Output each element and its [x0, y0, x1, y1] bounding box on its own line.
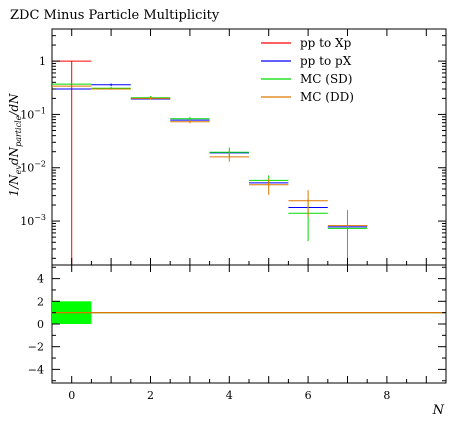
legend-label-1: pp to pX [300, 54, 352, 68]
ratio-tick-label-4: −4 [28, 363, 44, 376]
y-tick-label-base: 10 [20, 162, 34, 175]
x-tick-label-4: 8 [383, 389, 390, 402]
chart-title: ZDC Minus Particle Multiplicity [10, 8, 220, 23]
legend-label-2: MC (SD) [300, 72, 353, 86]
y-tick-label-exponent: −3 [34, 213, 46, 222]
y-tick-label-base: 10 [20, 215, 34, 228]
y-tick-label-exponent: −2 [34, 160, 46, 169]
y-axis-label-sub-particle: particle [14, 115, 23, 147]
y-tick-label-0: 1 [39, 55, 46, 68]
x-tick-label-3: 6 [305, 389, 312, 402]
legend-label-3: MC (DD) [300, 90, 354, 104]
y-axis-label-main: 1/N [7, 174, 21, 197]
ratio-tick-label-0: 4 [37, 273, 44, 286]
main-plot-area [52, 60, 368, 265]
ratio-tick-label-2: 0 [37, 318, 44, 331]
ratio-plot-frame [51, 264, 447, 384]
y-tick-label-3: 10−3 [20, 213, 46, 228]
y-axis-label-tail: /dN [7, 93, 21, 117]
ratio-tick-label-3: −2 [28, 341, 44, 354]
x-axis-label: N [432, 403, 445, 418]
y-axis-label-sub-ev: ev [14, 165, 23, 175]
x-tick-label-0: 0 [68, 389, 75, 402]
x-tick-label-1: 2 [147, 389, 154, 402]
main-plot-frame [51, 28, 447, 266]
y-tick-label-1: 10−1 [20, 106, 46, 121]
x-tick-label-2: 4 [226, 389, 233, 402]
y-tick-label-exponent: −1 [34, 106, 46, 115]
y-axis-label: 1/NevdNparticle/dN [7, 93, 23, 197]
ratio-tick-label-1: 2 [37, 295, 44, 308]
y-tick-label-base: 10 [20, 108, 34, 121]
y-tick-label-base: 1 [39, 55, 46, 68]
legend-label-0: pp to Xp [300, 36, 352, 50]
y-tick-label-2: 10−2 [20, 160, 46, 175]
legend: pp to Xp pp to pX MC (SD) MC (DD) [261, 36, 354, 104]
ratio-plot-area [52, 301, 446, 324]
y-axis-label-rest: dN [7, 146, 21, 165]
